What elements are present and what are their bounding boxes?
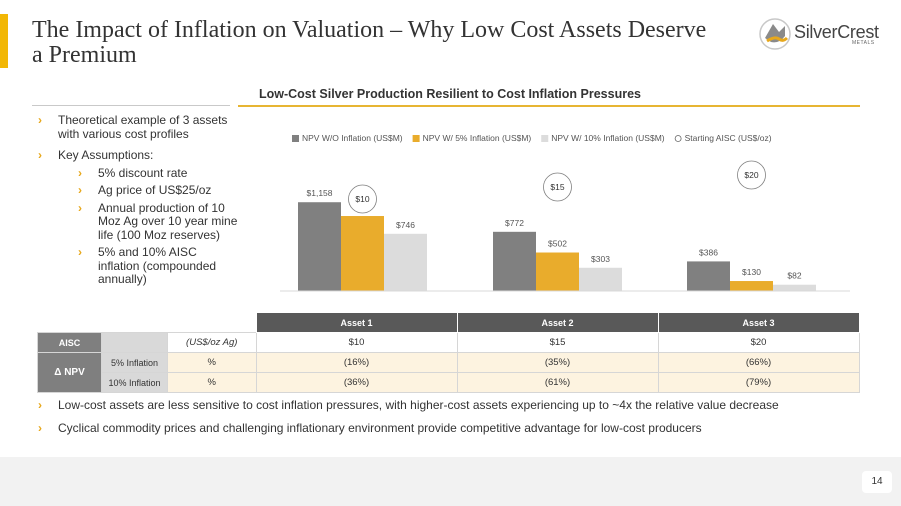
table-header-asset-2: Asset 2 — [456, 312, 659, 333]
chart-bar — [493, 231, 536, 291]
legend-swatch — [674, 135, 682, 142]
npv-value: (79%) — [657, 372, 860, 393]
bottom-bullet-list: › Low-cost assets are less sensitive to c… — [38, 398, 868, 444]
npv-value: (16%) — [255, 352, 458, 373]
chart-title-rule — [238, 105, 860, 107]
chevron-right-icon: › — [38, 421, 42, 435]
table-header-asset-1: Asset 1 — [255, 312, 458, 333]
sub-bullet-text: Annual production of 10 Moz Ag over 10 y… — [98, 200, 238, 242]
bar-data-label: $772 — [505, 218, 524, 228]
chevron-right-icon: › — [78, 183, 82, 197]
aisc-marker-label: $20 — [744, 170, 758, 180]
table-blank-cell — [168, 313, 257, 333]
aisc-marker — [348, 184, 377, 214]
chevron-right-icon: › — [78, 200, 82, 215]
bar-data-label: $82 — [787, 271, 801, 281]
slide-title: The Impact of Inflation on Valuation – W… — [32, 17, 707, 68]
bullet-text: Theoretical example of 3 assets with var… — [58, 113, 228, 141]
bar-data-label: $1,158 — [307, 188, 333, 198]
bar-data-label: $130 — [742, 267, 761, 277]
npv-value: (35%) — [456, 352, 659, 373]
sub-bullet-item: › Ag price of US$25/oz — [78, 183, 238, 198]
sub-bullet-item: › 5% and 10% AISC inflation (compounded a… — [78, 245, 238, 287]
bullet-text: Cyclical commodity prices and challengin… — [58, 421, 702, 435]
page-number: 14 — [862, 471, 892, 493]
npv-row-name: 5% Inflation — [101, 352, 168, 373]
chart-bar — [687, 261, 730, 291]
aisc-value: $20 — [657, 332, 860, 353]
sub-bullet-text: Ag price of US$25/oz — [98, 183, 212, 197]
legend-swatch — [292, 135, 299, 142]
legend-swatch — [541, 135, 549, 142]
chart-bar — [536, 252, 579, 291]
chart-bar — [298, 202, 341, 291]
silvercrest-logo-icon — [759, 18, 791, 50]
inflation-impact-table: Asset 1 Asset 2 Asset 3 AISC (US$/oz Ag)… — [37, 312, 860, 393]
bullet-text: Low-cost assets are less sensitive to co… — [58, 398, 779, 412]
aisc-marker-label: $15 — [550, 182, 564, 192]
table-row-npv-10: 10% Inflation % (36%) (61%) (79%) — [38, 372, 860, 393]
bar-data-label: $303 — [591, 254, 610, 264]
chevron-right-icon: › — [38, 398, 42, 412]
logo-name: SilverCrest — [794, 22, 879, 42]
chevron-right-icon: › — [38, 113, 42, 127]
bullet-text: Key Assumptions: — [58, 148, 154, 162]
chart-bar — [341, 216, 384, 291]
aisc-value: $15 — [456, 332, 659, 353]
npv-row-name: 10% Inflation — [101, 372, 168, 393]
bullet-item: › Cyclical commodity prices and challengi… — [38, 421, 868, 435]
sub-bullet-item: › 5% discount rate — [78, 165, 238, 181]
title-accent-bar — [0, 14, 8, 68]
bar-data-label: $746 — [396, 220, 415, 230]
left-rule — [32, 105, 230, 106]
chart-title: Low-Cost Silver Production Resilient to … — [258, 87, 641, 101]
legend-swatch — [412, 135, 420, 142]
legend-label: Starting AISC (US$/oz) — [685, 133, 772, 143]
left-bullet-list: › Theoretical example of 3 assets with va… — [38, 113, 238, 295]
aisc-value: $10 — [255, 332, 458, 353]
npv-value: (61%) — [456, 372, 659, 393]
chevron-right-icon: › — [78, 165, 82, 180]
logo-sub: METALS — [852, 40, 875, 46]
aisc-marker — [737, 160, 766, 190]
bullet-item: › Theoretical example of 3 assets with va… — [38, 113, 238, 141]
aisc-marker-label: $10 — [355, 194, 369, 204]
bullet-item: › Low-cost assets are less sensitive to c… — [38, 398, 868, 412]
sub-bullet-item: › Annual production of 10 Moz Ag over 10 … — [78, 200, 238, 243]
npv-value: (36%) — [255, 372, 458, 393]
chevron-right-icon: › — [78, 245, 82, 259]
npv-value: (66%) — [657, 352, 860, 373]
footer-band — [0, 457, 901, 506]
legend-label: NPV W/O Inflation (US$M) — [302, 133, 403, 143]
chart-bar — [384, 233, 427, 291]
chevron-right-icon: › — [38, 148, 42, 162]
table-header-row: Asset 1 Asset 2 Asset 3 — [38, 312, 860, 333]
npv-bar-chart: NPV W/O Inflation (US$M) NPV W/ 5% Inflat… — [280, 133, 850, 292]
sub-bullet-list: › 5% discount rate › Ag price of US$25/oz … — [58, 165, 238, 287]
legend-label: NPV W/ 10% Inflation (US$M) — [551, 133, 665, 143]
bar-data-label: $502 — [548, 239, 567, 249]
delta-npv-label: Δ NPV — [37, 352, 102, 393]
aisc-unit: (US$/oz Ag) — [167, 332, 257, 353]
sub-bullet-text: 5% discount rate — [98, 165, 188, 180]
aisc-label: AISC — [37, 332, 102, 353]
table-blank-cell — [102, 313, 168, 333]
bar-data-label: $386 — [699, 247, 718, 257]
chart-bar — [579, 267, 622, 291]
legend-label: NPV W/ 5% Inflation (US$M) — [423, 133, 532, 143]
aisc-blank — [101, 332, 168, 353]
chart-bar — [730, 281, 773, 291]
sub-bullet-text: 5% and 10% AISC inflation (compounded an… — [98, 245, 217, 286]
table-header-asset-3: Asset 3 — [657, 312, 860, 333]
table-row-npv-5: Δ NPV 5% Inflation % (16%) (35%) (66%) — [37, 352, 860, 393]
table-row-aisc: AISC (US$/oz Ag) $10 $15 $20 — [37, 332, 860, 353]
npv-row-unit: % — [167, 372, 257, 393]
aisc-marker — [543, 172, 572, 202]
npv-row-unit: % — [167, 352, 257, 373]
bullet-item: › Key Assumptions: › 5% discount rate › Ag … — [38, 148, 238, 287]
table-blank-cell — [38, 313, 102, 333]
chart-bar — [773, 284, 816, 291]
